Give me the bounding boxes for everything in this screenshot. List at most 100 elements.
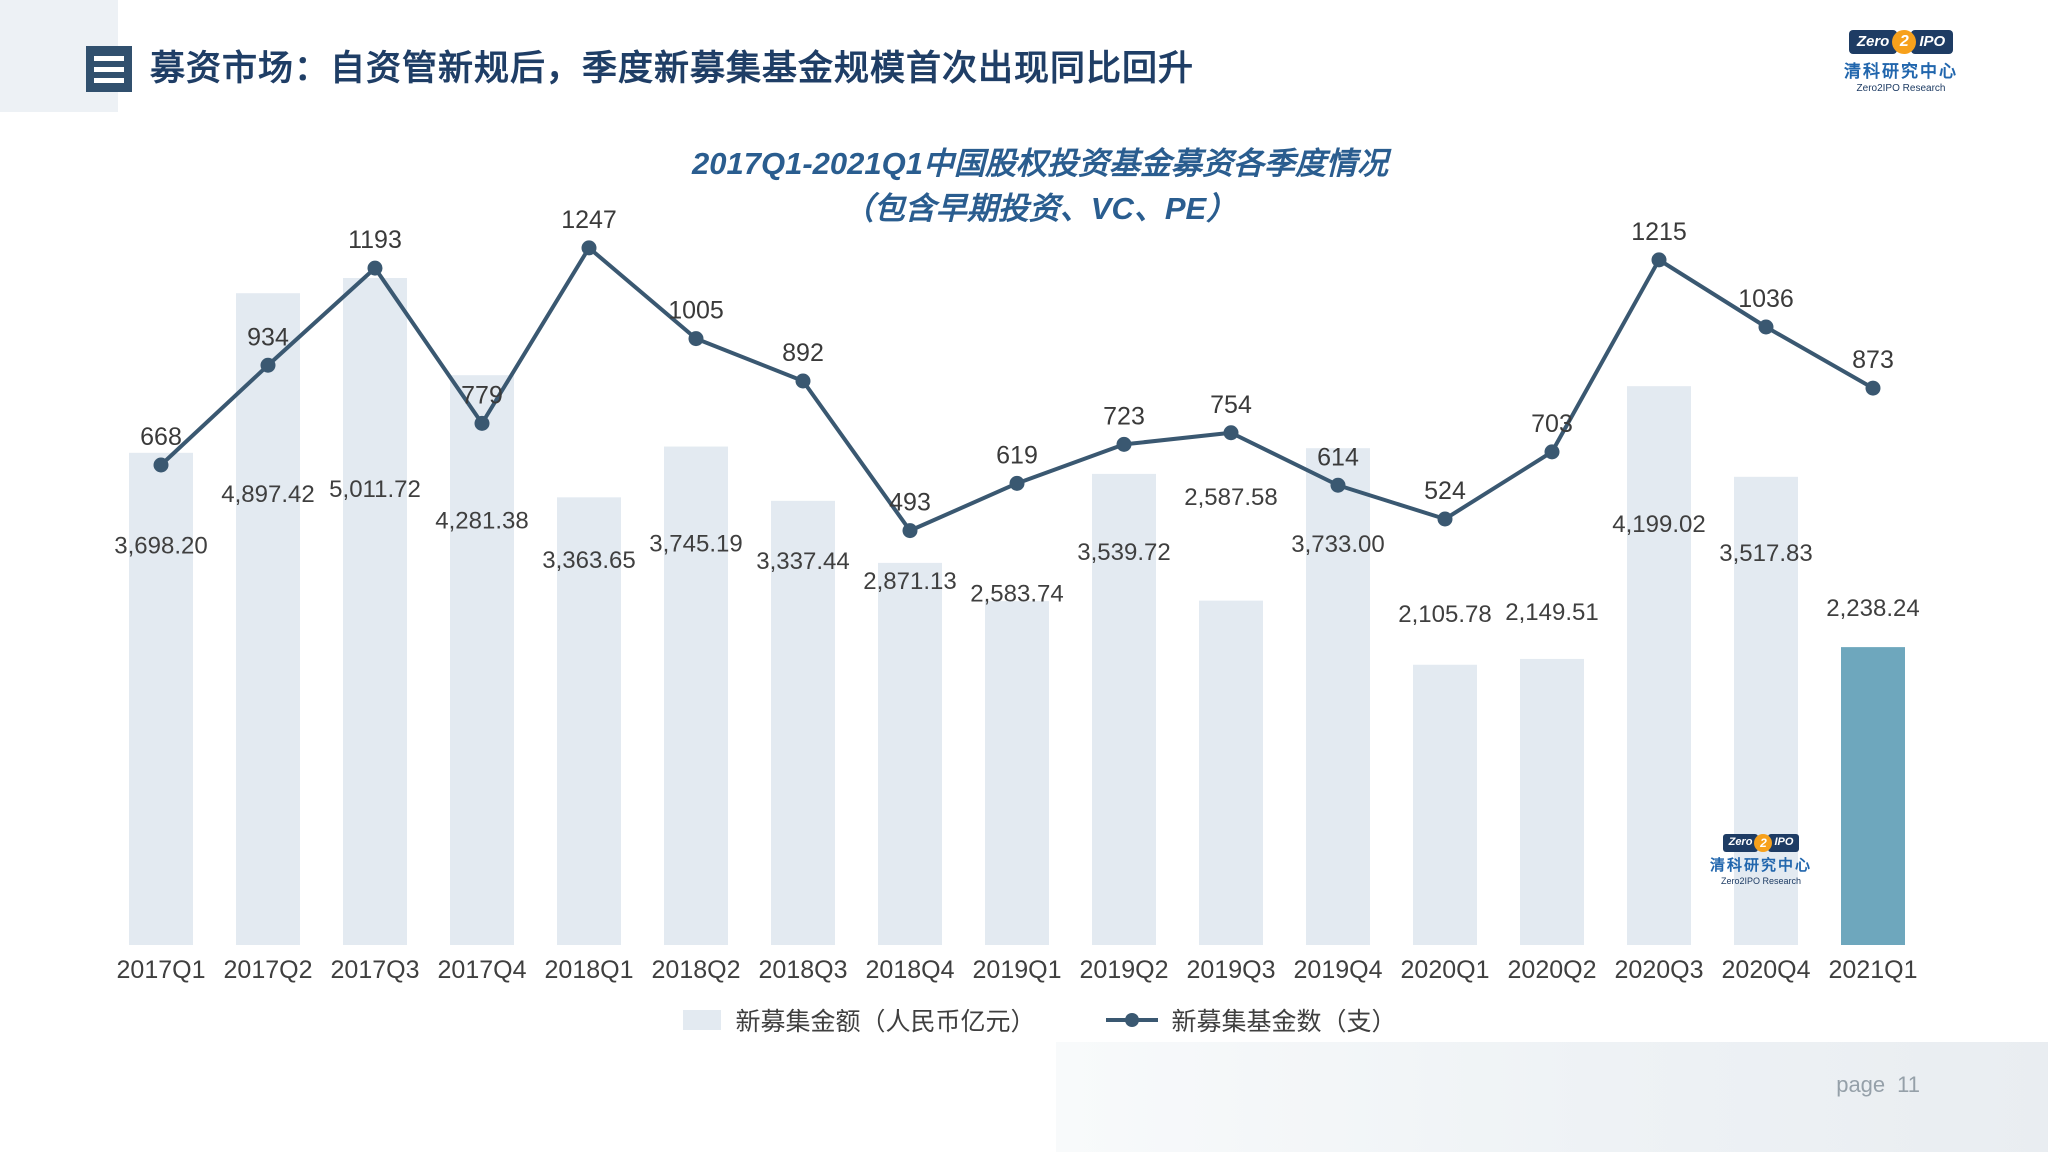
- bar-2020Q4: [1734, 476, 1798, 945]
- line-value-label: 1215: [1631, 218, 1687, 246]
- bar-value-label: 3,363.65: [542, 547, 635, 574]
- line-value-label: 934: [247, 323, 289, 351]
- logo-ipo-box: IPO: [1911, 30, 1954, 54]
- bar-value-label: 2,871.13: [863, 568, 956, 595]
- line-point-2020Q1: [1437, 511, 1453, 527]
- line-value-label: 619: [996, 441, 1038, 469]
- x-axis-label: 2018Q1: [545, 956, 634, 984]
- line-value-label: 1193: [348, 226, 402, 254]
- list-icon: [86, 46, 132, 92]
- line-value-label: 723: [1103, 402, 1145, 430]
- line-point-2018Q2: [688, 331, 704, 347]
- x-axis-label: 2017Q2: [224, 956, 313, 984]
- line-value-label: 524: [1424, 477, 1466, 505]
- bar-2020Q2: [1520, 658, 1584, 945]
- bar-value-label: 2,583.74: [970, 580, 1063, 607]
- bar-2019Q1: [985, 601, 1049, 945]
- list-icon-bar: [94, 77, 124, 83]
- line-point-2020Q2: [1544, 444, 1560, 460]
- line-value-label: 668: [140, 423, 182, 451]
- line-value-label: 779: [461, 381, 503, 409]
- brand-name-en: Zero2IPO Research: [1856, 83, 1946, 94]
- x-axis-label: 2019Q2: [1080, 956, 1169, 984]
- page-label: page: [1836, 1072, 1886, 1097]
- x-axis-label: 2020Q2: [1508, 956, 1597, 984]
- bar-2017Q2: [236, 293, 300, 945]
- x-axis-label: 2019Q1: [973, 956, 1062, 984]
- line-point-2020Q3: [1651, 252, 1667, 268]
- page-number: page 11: [1836, 1072, 1920, 1098]
- list-icon-bar: [94, 55, 124, 61]
- bar-2017Q3: [343, 278, 407, 945]
- line-value-label: 873: [1852, 346, 1894, 374]
- bar-value-label: 3,517.83: [1719, 540, 1812, 567]
- line-point-2019Q3: [1223, 425, 1239, 441]
- combo-chart: 3,698.20 4,897.42 5,011.72 4,281.38 3,363.65…: [114, 206, 1919, 984]
- x-axis-label: 2021Q1: [1829, 956, 1918, 984]
- bar-value-label: 2,105.78: [1398, 601, 1491, 628]
- watermark-logo: Zero 2 IPO 清科研究中心 Zero2IPO Research: [1686, 834, 1836, 886]
- page-number-value: 11: [1897, 1072, 1920, 1097]
- logo-two-badge: 2: [1754, 834, 1773, 852]
- bar-2020Q1: [1413, 664, 1477, 945]
- line-point-2018Q1: [581, 240, 597, 256]
- line-point-2017Q1: [153, 457, 169, 473]
- bar-2018Q3: [771, 500, 835, 945]
- legend-item-amount: 新募集金额（人民币亿元）: [683, 1002, 1036, 1038]
- line-value-label: 614: [1317, 443, 1359, 471]
- line-point-2020Q4: [1758, 319, 1774, 335]
- bar-value-label: 4,281.38: [435, 507, 528, 534]
- x-axis-label: 2018Q4: [866, 956, 955, 984]
- legend-label-amount: 新募集金额（人民币亿元）: [735, 1008, 1036, 1036]
- x-axis-label: 2019Q3: [1187, 956, 1276, 984]
- line-value-label: 754: [1210, 391, 1252, 419]
- watermark-name-en: Zero2IPO Research: [1720, 876, 1802, 886]
- x-axis-label: 2017Q4: [438, 956, 527, 984]
- bar-2017Q1: [129, 452, 193, 945]
- bar-value-label: 3,698.20: [114, 532, 207, 559]
- line-value-label: 1247: [561, 206, 617, 234]
- x-axis-label: 2019Q4: [1294, 956, 1383, 984]
- page-title: 募资市场：自资管新规后，季度新募集基金规模首次出现同比回升: [150, 49, 1195, 88]
- x-axis-label: 2020Q4: [1722, 956, 1811, 984]
- x-axis-label: 2020Q3: [1615, 956, 1704, 984]
- logo-zero-box: Zero: [1722, 834, 1759, 852]
- bar-value-label: 3,539.72: [1077, 539, 1170, 566]
- bar-value-label: 3,745.19: [649, 530, 742, 557]
- watermark-name-cn: 清科研究中心: [1709, 857, 1812, 874]
- chart-legend: 新募集金额（人民币亿元） 新募集基金数（支）: [240, 1002, 1840, 1038]
- line-value-label: 892: [782, 339, 824, 367]
- line-series-swatch: [1105, 1010, 1158, 1030]
- bar-2019Q3: [1199, 600, 1263, 945]
- line-point-2017Q4: [474, 415, 490, 431]
- x-axis-label: 2017Q3: [331, 956, 420, 984]
- chart-title-line1: 2017Q1-2021Q1中国股权投资基金募资各季度情况: [692, 146, 1388, 181]
- line-point-2017Q3: [367, 260, 383, 276]
- legend-label-count: 新募集基金数（支）: [1171, 1008, 1397, 1036]
- line-point-2018Q3: [795, 373, 811, 389]
- bar-series-swatch: [683, 1010, 722, 1030]
- brand-name-cn: 清科研究中心: [1844, 62, 1958, 81]
- line-value-label: 493: [889, 489, 931, 517]
- bar-2018Q2: [664, 446, 728, 945]
- x-axis-label: 2017Q1: [117, 956, 206, 984]
- zero2ipo-logo-mark: Zero 2 IPO: [1848, 30, 1954, 54]
- bottom-decoration: [1056, 1042, 2048, 1152]
- line-value-label: 703: [1531, 410, 1573, 438]
- zero2ipo-logo: Zero 2 IPO 清科研究中心 Zero2IPO Research: [1844, 30, 1958, 94]
- bar-2021Q1: [1841, 647, 1905, 945]
- bar-value-label: 3,733.00: [1291, 531, 1384, 558]
- bar-2018Q1: [557, 497, 621, 945]
- bar-value-label: 2,587.58: [1184, 484, 1277, 511]
- logo-zero-box: Zero: [1848, 30, 1898, 54]
- line-point-2018Q4: [902, 523, 918, 539]
- bar-value-label: 3,337.44: [756, 548, 849, 575]
- line-point-2019Q2: [1116, 436, 1132, 452]
- line-point-2017Q2: [260, 357, 276, 373]
- list-icon-bar: [94, 66, 124, 72]
- watermark-logo-mark: Zero 2 IPO: [1722, 834, 1800, 852]
- line-point-2021Q1: [1865, 380, 1881, 396]
- bar-2020Q3: [1627, 386, 1691, 945]
- bar-2019Q4: [1306, 448, 1370, 945]
- line-value-label: 1036: [1738, 285, 1794, 313]
